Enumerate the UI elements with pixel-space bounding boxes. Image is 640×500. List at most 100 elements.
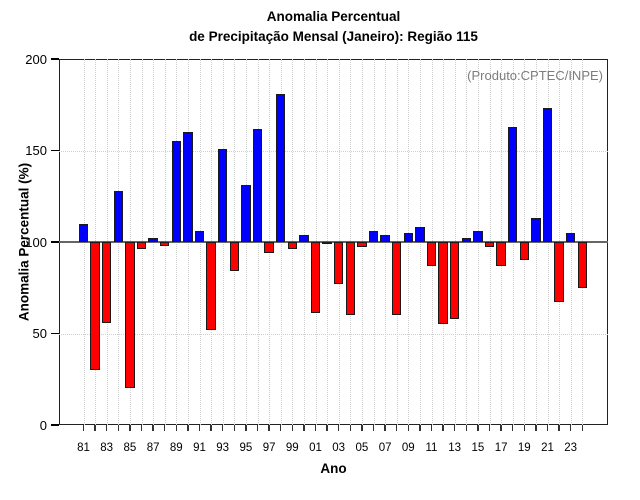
bar-23 (565, 232, 576, 242)
x-tick (291, 425, 294, 431)
x-tick (395, 425, 398, 431)
chart-title-line2: de Precipitação Mensal (Janeiro): Região… (189, 29, 478, 44)
x-tick (477, 425, 479, 431)
x-tick (221, 425, 224, 431)
bar-82 (90, 242, 100, 371)
x-tick (279, 425, 282, 431)
bar-02 (322, 242, 332, 244)
y-tick (51, 58, 59, 60)
x-tick-label: 93 (216, 442, 230, 454)
x-tick (105, 425, 108, 431)
bar-86 (136, 242, 147, 250)
bar-18 (507, 126, 518, 242)
bar-13 (449, 242, 460, 319)
bar-00 (299, 234, 309, 242)
x-tick (535, 425, 537, 431)
x-tick (500, 425, 502, 431)
bar-91 (194, 231, 205, 242)
bar-90 (183, 132, 193, 242)
x-tick (407, 425, 410, 431)
x-tick-label: 03 (332, 442, 346, 454)
bar-87 (148, 238, 158, 242)
y-tick (51, 332, 59, 335)
bar-04 (345, 242, 356, 316)
x-tick (326, 425, 328, 431)
x-tick (256, 425, 259, 431)
bar-17 (496, 242, 506, 266)
x-tick (175, 425, 178, 431)
bar-09 (403, 232, 414, 242)
bar-07 (380, 234, 390, 242)
x-tick (245, 425, 247, 431)
x-tick (442, 425, 444, 431)
horizontal-gridline (59, 333, 608, 335)
bar-88 (159, 242, 170, 246)
y-tick-label: 200 (25, 51, 47, 67)
x-tick (349, 425, 352, 431)
x-tick-label: 11 (425, 442, 438, 454)
bar-08 (391, 242, 402, 316)
bar-24 (577, 242, 588, 288)
horizontal-gridline (59, 150, 608, 152)
y-tick (51, 241, 59, 243)
bar-97 (264, 242, 274, 253)
x-tick-label: 99 (285, 442, 299, 454)
bar-84 (113, 190, 124, 242)
x-tick (465, 425, 468, 431)
x-tick-label: 21 (541, 442, 554, 454)
x-tick (94, 425, 96, 431)
x-tick (430, 425, 433, 431)
y-tick-label: 150 (25, 143, 47, 158)
x-tick (187, 425, 189, 431)
bar-92 (206, 242, 216, 330)
x-tick (569, 425, 572, 431)
x-tick-label: 13 (448, 442, 462, 454)
bar-22 (554, 242, 564, 303)
bar-14 (461, 238, 472, 242)
x-tick (523, 425, 526, 431)
bar-01 (310, 242, 321, 314)
x-tick (453, 425, 456, 431)
x-tick-label: 85 (123, 442, 137, 454)
x-tick-label: 97 (262, 442, 276, 454)
bar-21 (542, 108, 553, 242)
x-tick-label: 81 (77, 442, 90, 454)
x-tick-label: 05 (355, 442, 369, 454)
bar-05 (357, 242, 367, 248)
bar-89 (171, 141, 182, 242)
x-tick (117, 425, 120, 431)
x-tick (361, 425, 363, 431)
x-tick (198, 425, 201, 431)
x-tick (82, 425, 85, 431)
x-tick (129, 425, 131, 431)
bar-15 (473, 231, 483, 242)
bar-10 (415, 227, 425, 242)
bar-11 (426, 242, 437, 266)
bar-98 (275, 93, 286, 242)
x-tick-label: 95 (239, 442, 253, 454)
y-tick-label: 0 (39, 417, 47, 433)
x-tick (372, 425, 375, 431)
x-tick (488, 425, 491, 431)
x-tick (233, 425, 236, 431)
x-tick-label: 09 (401, 442, 415, 454)
bar-93 (217, 148, 228, 242)
y-tick (51, 149, 59, 152)
bar-95 (241, 185, 251, 242)
source-annotation: (Produto:CPTEC/INPE) (467, 68, 603, 83)
x-tick (558, 425, 560, 431)
bar-19 (519, 242, 530, 261)
bar-03 (333, 242, 344, 285)
bar-94 (229, 242, 240, 272)
bar-83 (101, 242, 112, 323)
x-tick-label: 15 (471, 442, 485, 454)
bar-20 (531, 218, 541, 242)
x-tick-label: 91 (193, 442, 206, 454)
bar-16 (484, 242, 495, 248)
x-tick-label: 07 (378, 442, 392, 454)
bar-96 (252, 128, 263, 242)
y-axis-title: Anomalia Percentual (%) (16, 162, 32, 322)
x-tick-label: 17 (494, 442, 508, 454)
x-tick (419, 425, 421, 431)
